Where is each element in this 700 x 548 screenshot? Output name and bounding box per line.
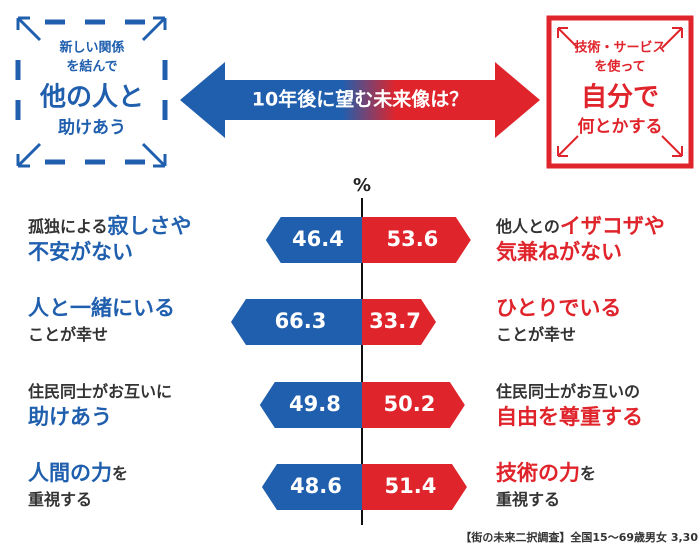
- right-box-arrows: [557, 27, 683, 157]
- label-segment: イザコザや: [560, 214, 665, 238]
- right-label: 技術の力を: [496, 461, 596, 485]
- left-label: 重視する: [28, 490, 92, 509]
- label-segment: 住民同士がお互いに: [28, 382, 172, 401]
- right-box-line: 技術・サービス: [574, 40, 665, 56]
- right-label: 重視する: [496, 490, 560, 509]
- right-bar: [362, 299, 436, 345]
- left-bar: [259, 382, 362, 428]
- left-label: 人間の力を: [28, 461, 128, 485]
- right-label: 気兼ねがない: [496, 240, 622, 264]
- right-box-line: を使って: [594, 59, 645, 75]
- label-segment: 気兼ねがない: [496, 240, 622, 264]
- right-label: 他人とのイザコザや: [495, 214, 665, 238]
- label-segment: 不安がない: [28, 240, 133, 264]
- label-segment: を: [580, 464, 596, 483]
- unit: %: [353, 175, 371, 196]
- label-segment: 他人との: [495, 217, 560, 236]
- left-box-line: を結んで: [66, 59, 117, 75]
- left-bar: [265, 217, 362, 263]
- label-segment: を: [112, 464, 128, 483]
- right-label: ひとりでいる: [496, 296, 621, 320]
- left-value: 48.6: [290, 474, 342, 498]
- left-label: 助けあう: [28, 405, 112, 429]
- label-segment: 重視する: [28, 490, 92, 509]
- label-segment: ひとりでいる: [496, 296, 621, 320]
- left-bar: [230, 299, 362, 345]
- right-value: 33.7: [369, 309, 421, 333]
- label-segment: ことが幸せ: [496, 325, 576, 344]
- left-label: 孤独による寂しさや: [28, 214, 192, 238]
- left-label: ことが幸せ: [28, 325, 108, 344]
- label-segment: 重視する: [496, 490, 560, 509]
- label-segment: 技術の力: [496, 461, 580, 485]
- right-label: ことが幸せ: [496, 325, 576, 344]
- right-bar: [362, 382, 465, 428]
- left-label: 住民同士がお互いに: [28, 382, 172, 401]
- left-box-title: 他の人と: [39, 83, 144, 113]
- left-box-line: 新しい関係: [59, 40, 124, 56]
- left-value: 66.3: [275, 309, 327, 333]
- question: 10年後に望む未来像は？: [252, 88, 468, 111]
- right-value: 50.2: [384, 392, 436, 416]
- label-segment: 寂しさや: [108, 214, 192, 238]
- left-label: 人と一緒にいる: [28, 296, 175, 320]
- label-segment: 人と一緒にいる: [28, 296, 175, 320]
- label-segment: 孤独による: [28, 217, 108, 236]
- left-value: 46.4: [292, 227, 344, 251]
- left-bar: [261, 464, 362, 510]
- right-label: 住民同士がお互いの: [496, 382, 640, 401]
- left-box-line: 助けあう: [58, 117, 126, 138]
- label-segment: 住民同士がお互いの: [496, 382, 640, 401]
- right-value: 53.6: [386, 227, 438, 251]
- label-segment: ことが幸せ: [28, 325, 108, 344]
- right-label: 自由を尊重する: [496, 405, 643, 429]
- right-value: 51.4: [385, 474, 437, 498]
- right-bar: [362, 464, 467, 510]
- label-segment: 自由を尊重する: [496, 405, 643, 429]
- right-bar: [362, 217, 471, 263]
- left-value: 49.8: [289, 392, 341, 416]
- left-label: 不安がない: [28, 240, 133, 264]
- footnote: 【街の未来二択調査】全国15～69歳男女 3,30: [460, 530, 698, 544]
- right-box-title: 自分で: [581, 82, 659, 113]
- question-arrow: [180, 62, 540, 138]
- right-box-line: 何とかする: [578, 116, 663, 137]
- label-segment: 助けあう: [28, 405, 112, 429]
- label-segment: 人間の力: [28, 461, 112, 485]
- left-box: [15, 16, 168, 168]
